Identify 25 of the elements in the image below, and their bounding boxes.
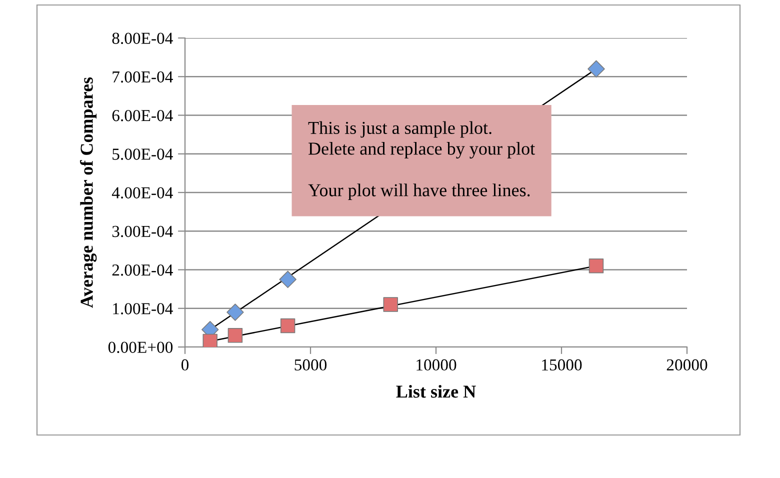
y-tick-label: 6.00E-04 xyxy=(112,110,173,122)
y-axis-title: Average number of Compares xyxy=(80,77,97,308)
point xyxy=(226,304,244,321)
y-tick-label: 5.00E-04 xyxy=(112,148,173,160)
x-tick-label: 0 xyxy=(181,359,189,371)
point xyxy=(588,60,605,78)
x-tick-label: 15000 xyxy=(542,359,582,371)
point xyxy=(202,334,218,347)
y-tick-label: 8.00E-04 xyxy=(112,32,173,44)
y-tick-label: 4.00E-04 xyxy=(112,187,173,199)
point xyxy=(279,270,296,288)
point xyxy=(588,258,604,274)
point xyxy=(228,328,243,343)
y-tick-label: 2.00E-04 xyxy=(112,264,173,276)
x-tick-label: 10000 xyxy=(416,359,456,371)
x-axis-title: List size N xyxy=(396,385,476,398)
text: This is just a sample plot. Delete and replace by your plot Your plot will have three lines. xyxy=(308,121,535,200)
point xyxy=(280,318,296,334)
x-tick-label: 20000 xyxy=(666,359,708,371)
y-tick-label: 1.00E-04 xyxy=(113,303,173,314)
y-tick-label: 7.00E-04 xyxy=(112,71,173,83)
y-tick-label: 3.00E-04 xyxy=(112,226,173,238)
x-tick-label: 5000 xyxy=(294,359,327,371)
y-tick-label: 0.00E+00 xyxy=(108,342,173,354)
point xyxy=(383,297,398,312)
